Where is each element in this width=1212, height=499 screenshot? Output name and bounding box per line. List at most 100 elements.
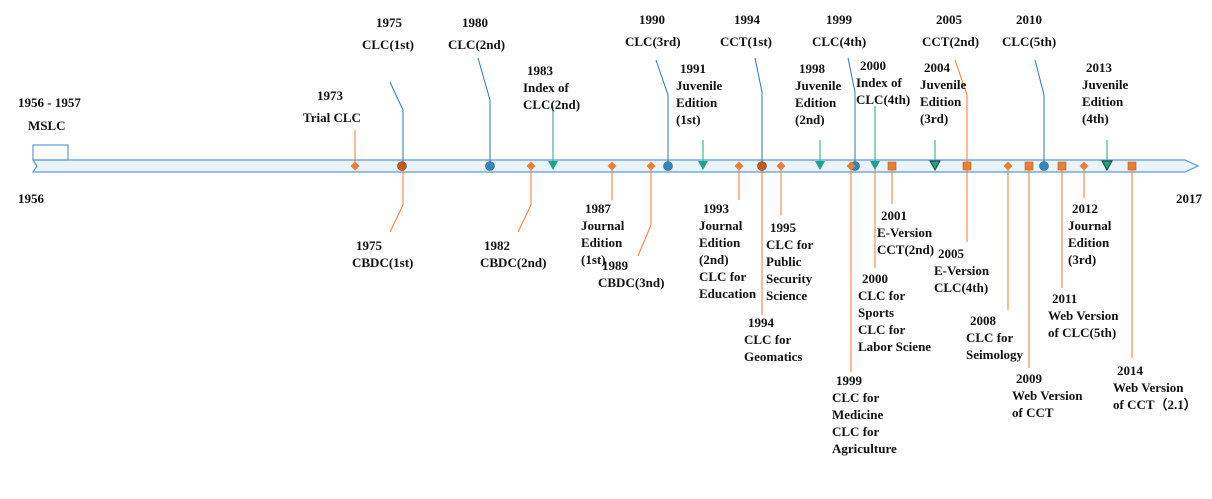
journal-2nd-year: 1993: [703, 201, 730, 216]
trial-clc-line-1: Trial CLC: [303, 110, 361, 125]
journal-1st-marker: [607, 161, 617, 171]
journal-1st-line-2: Edition: [581, 235, 623, 250]
clc-5th-line-1: CLC(5th): [1002, 34, 1056, 49]
clc-geomatics-year: 1994: [748, 315, 775, 330]
clc-1st-line-1: CLC(1st): [362, 37, 414, 52]
journal-3rd-line-3: (3rd): [1068, 252, 1096, 267]
journal-2nd-line-5: Education: [699, 286, 757, 301]
cct-2nd-line-1: CCT(2nd): [922, 34, 979, 49]
juvenile-2nd-year: 1998: [799, 61, 826, 76]
cbdc-2nd-year: 1982: [484, 238, 510, 253]
juvenile-3rd-marker: [929, 160, 941, 172]
clc-2nd-marker: [485, 161, 495, 171]
clc-4th-year: 1999: [826, 12, 853, 27]
trial-clc-year: 1973: [317, 88, 344, 103]
eversion-cct-2nd-year: 2001: [881, 208, 907, 223]
eversion-cct-2nd-marker: [887, 161, 897, 171]
clc-public-security-line-4: Science: [766, 288, 807, 303]
juvenile-3rd-line-1: Juvenile: [920, 77, 966, 92]
clc-1st-connector: [389, 81, 404, 166]
journal-3rd-line-2: Edition: [1068, 235, 1110, 250]
clc-1st-year: 1975: [376, 15, 403, 30]
clc-public-security-line-3: Security: [766, 271, 813, 286]
journal-1st-line-1: Journal: [581, 218, 625, 233]
clc-2nd-line-1: CLC(2nd): [448, 37, 505, 52]
period-label: 1956 - 1957: [18, 95, 81, 110]
clc-geomatics-line-2: Geomatics: [744, 349, 802, 364]
eversion-cct-2nd-line-1: E-Version: [877, 225, 933, 240]
index-clc-4th-year: 2000: [860, 58, 886, 73]
juvenile-4th-line-2: Edition: [1082, 94, 1124, 109]
cbdc-2nd-line-1: CBDC(2nd): [480, 255, 546, 270]
index-clc-2nd-marker: [548, 161, 558, 170]
juvenile-4th-line-1: Juvenile: [1082, 77, 1128, 92]
clc-medicine-line-3: CLC for: [832, 424, 880, 439]
clc-public-security-line-2: Public: [766, 254, 802, 269]
cbdc-1st-connector: [389, 166, 404, 233]
clc-4th-line-1: CLC(4th): [812, 34, 866, 49]
juvenile-4th-year: 2013: [1086, 60, 1113, 75]
cbdc-3nd-marker: [646, 161, 656, 171]
clc-sports-line-2: Sports: [858, 305, 894, 320]
journal-1st-line-3: (1st): [581, 252, 606, 267]
clc-medicine-line-4: Agriculture: [832, 441, 897, 456]
cbdc-3nd-year: 1989: [602, 258, 629, 273]
clc-4th-connector: [847, 57, 856, 166]
mslc-period-box: [32, 144, 69, 161]
journal-2nd-line-1: Journal: [699, 218, 743, 233]
juvenile-3rd-line-2: Edition: [920, 94, 962, 109]
clc-1st-marker: [397, 161, 407, 171]
cct-1st-connector: [754, 57, 763, 166]
clc-2nd-connector: [477, 57, 491, 166]
clc-5th-connector: [1034, 59, 1045, 166]
clc-sports-year: 2000: [862, 271, 888, 286]
eversion-clc-4th-year: 2005: [938, 246, 965, 261]
clc-sports-line-3: CLC for: [858, 322, 906, 337]
cbdc-1st-year: 1975: [356, 238, 383, 253]
clc-medicine-line-2: Medicine: [832, 407, 883, 422]
web-cct-year: 2009: [1016, 371, 1043, 386]
cct-1st-year: 1994: [734, 12, 761, 27]
cct-1st-line-1: CCT(1st): [720, 34, 772, 49]
index-clc-2nd-line-2: CLC(2nd): [523, 97, 580, 112]
eversion-clc-4th-line-2: CLC(4th): [934, 280, 988, 295]
connector-lines: [354, 57, 1133, 372]
index-clc-4th-marker: [870, 161, 880, 170]
juvenile-1st-marker: [698, 161, 708, 170]
juvenile-2nd-line-3: (2nd): [795, 112, 825, 127]
cbdc-1st-line-1: CBDC(1st): [352, 255, 413, 270]
web-clc-5th-year: 2011: [1052, 291, 1077, 306]
juvenile-2nd-line-1: Juvenile: [795, 78, 841, 93]
clc-medicine-line-1: CLC for: [832, 390, 880, 405]
juvenile-1st-year: 1991: [680, 61, 706, 76]
cbdc-3nd-line-1: CBDC(3nd): [598, 275, 664, 290]
journal-2nd-line-3: (2nd): [699, 252, 729, 267]
clc-3rd-line-1: CLC(3rd): [625, 34, 681, 49]
cbdc-3nd-connector: [637, 166, 652, 257]
juvenile-2nd-marker: [815, 161, 825, 170]
juvenile-3rd-line-3: (3rd): [920, 111, 948, 126]
cct-2nd-year: 2005: [936, 12, 963, 27]
web-cct-line-2: of CCT: [1012, 405, 1054, 420]
clc-sports-line-1: CLC for: [858, 288, 906, 303]
juvenile-1st-line-1: Juvenile: [676, 78, 722, 93]
web-cct-2-1-marker: [1127, 161, 1137, 171]
juvenile-3rd-year: 2004: [924, 60, 951, 75]
journal-3rd-year: 2012: [1072, 201, 1098, 216]
cct-2nd-marker: [962, 161, 972, 171]
clc-geomatics-line-1: CLC for: [744, 332, 792, 347]
event-markers: [350, 160, 1137, 172]
end-year-label: 2017: [1176, 191, 1203, 206]
clc-5th-year: 2010: [1016, 12, 1042, 27]
clc-public-security-year: 1995: [770, 220, 797, 235]
clc-3rd-year: 1990: [639, 12, 665, 27]
journal-2nd-marker: [734, 161, 744, 171]
clc-3rd-connector: [655, 59, 669, 166]
juvenile-2nd-line-2: Edition: [795, 95, 837, 110]
journal-3rd-line-1: Journal: [1068, 218, 1112, 233]
mslc-line-1: MSLC: [28, 118, 66, 133]
clc-seimology-line-2: Seimology: [966, 347, 1024, 362]
web-clc-5th-marker: [1057, 161, 1067, 171]
web-cct-2-1-year: 2014: [1117, 363, 1144, 378]
